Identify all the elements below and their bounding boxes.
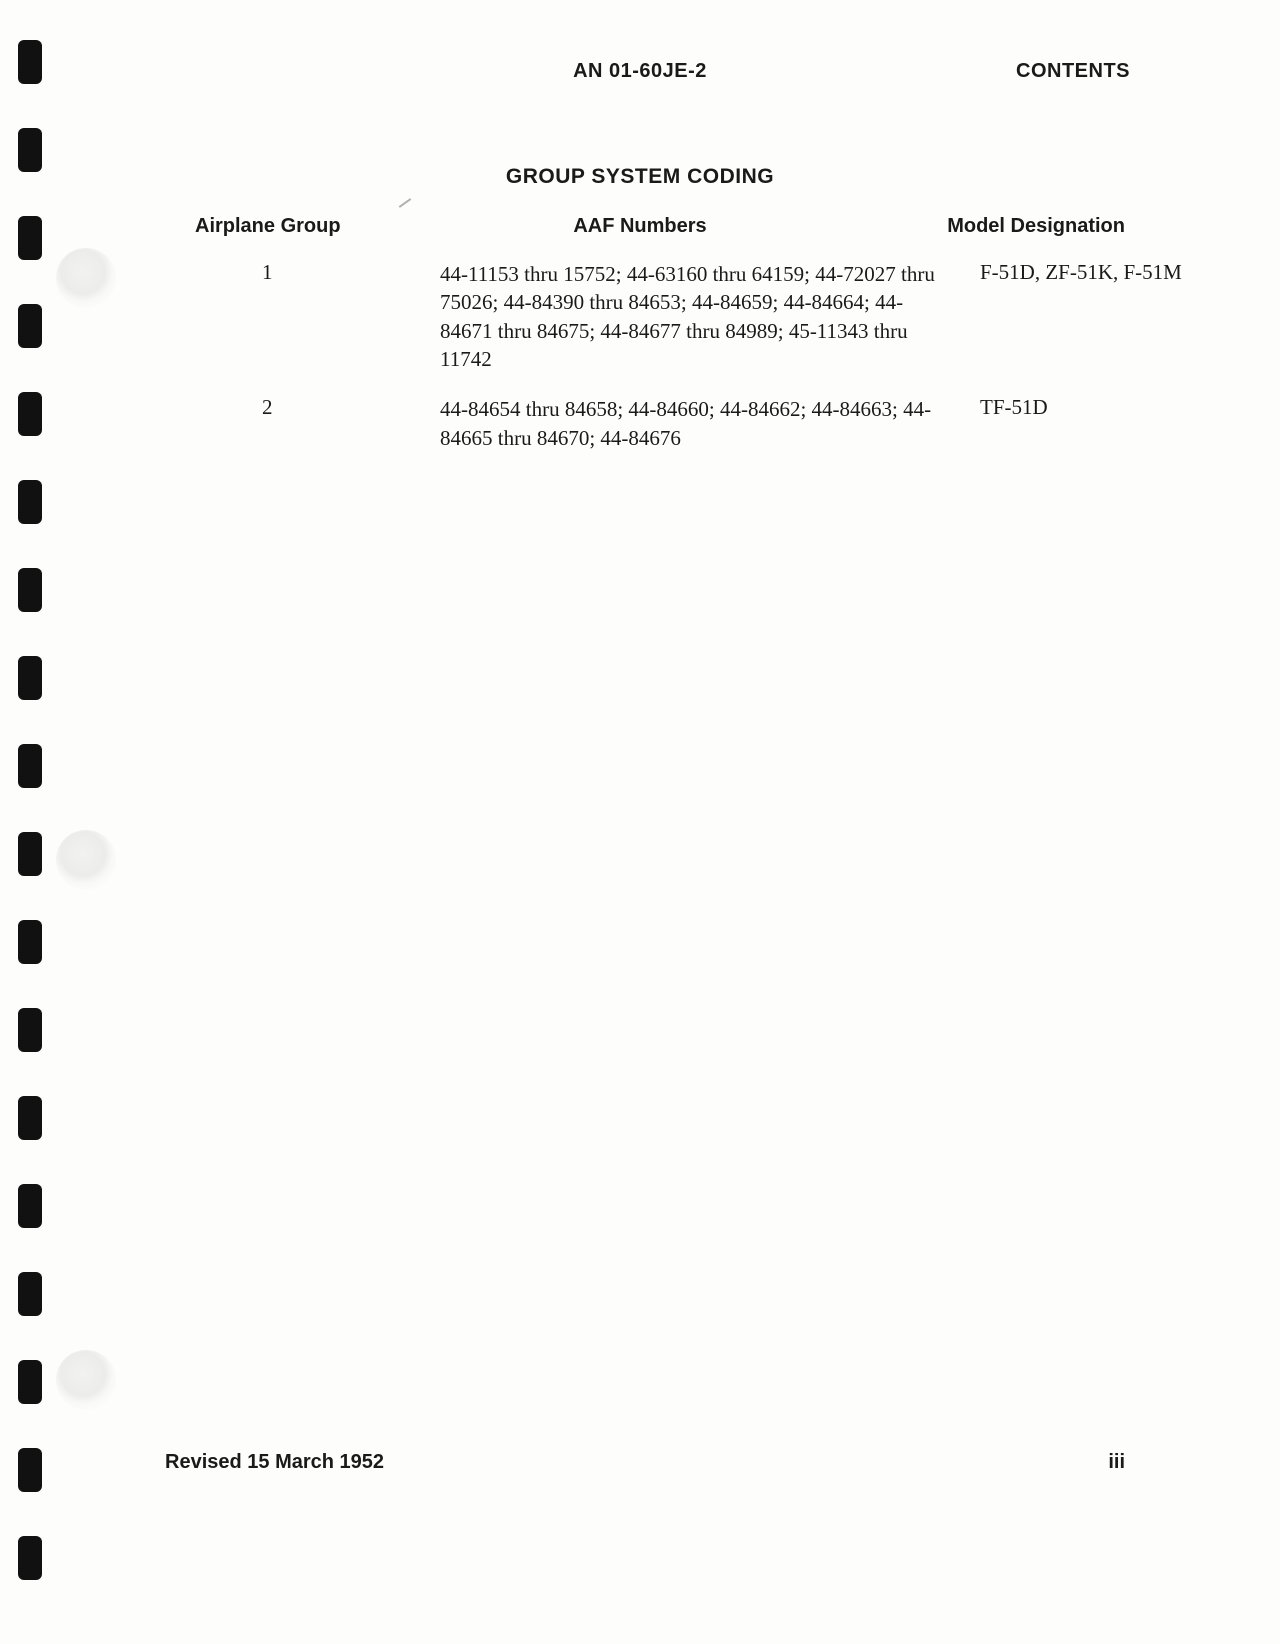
binder-hole (18, 480, 42, 524)
binder-hole (18, 1360, 42, 1404)
binder-hole (18, 656, 42, 700)
binder-hole (18, 920, 42, 964)
col-header-model: Model Designation (947, 215, 1125, 238)
binder-hole (18, 1272, 42, 1316)
table-body: 1 44-11153 thru 15752; 44-63160 thru 641… (0, 260, 1280, 474)
table-row: 2 44-84654 thru 84658; 44-84660; 44-8466… (0, 395, 1280, 452)
col-header-aaf: AAF Numbers (573, 215, 706, 238)
binder-hole (18, 832, 42, 876)
col-header-group: Airplane Group (195, 215, 341, 238)
cell-group: 2 (262, 395, 273, 420)
section-label: CONTENTS (1016, 60, 1130, 83)
cell-aaf: 44-11153 thru 15752; 44-63160 thru 64159… (440, 260, 950, 373)
page-number: iii (1108, 1451, 1125, 1474)
scan-smudge (56, 830, 116, 890)
cell-model: TF-51D (980, 395, 1048, 420)
cell-group: 1 (262, 260, 273, 285)
binder-hole (18, 216, 42, 260)
table-row: 1 44-11153 thru 15752; 44-63160 thru 641… (0, 260, 1280, 373)
binder-hole (18, 128, 42, 172)
binder-hole (18, 1096, 42, 1140)
page-title: GROUP SYSTEM CODING (506, 165, 774, 189)
binder-hole (18, 1536, 42, 1580)
binder-hole (18, 568, 42, 612)
page-footer: Revised 15 March 1952 iii (0, 1451, 1280, 1474)
document-page: AN 01-60JE-2 CONTENTS GROUP SYSTEM CODIN… (0, 0, 1280, 1644)
binder-hole (18, 40, 42, 84)
scan-artifact (399, 198, 412, 208)
binder-hole (18, 744, 42, 788)
scan-smudge (56, 1350, 116, 1410)
cell-model: F-51D, ZF-51K, F-51M (980, 260, 1182, 285)
cell-aaf: 44-84654 thru 84658; 44-84660; 44-84662;… (440, 395, 950, 452)
document-number: AN 01-60JE-2 (573, 60, 707, 83)
binder-hole (18, 1184, 42, 1228)
revised-date: Revised 15 March 1952 (165, 1451, 384, 1473)
binder-hole (18, 1008, 42, 1052)
